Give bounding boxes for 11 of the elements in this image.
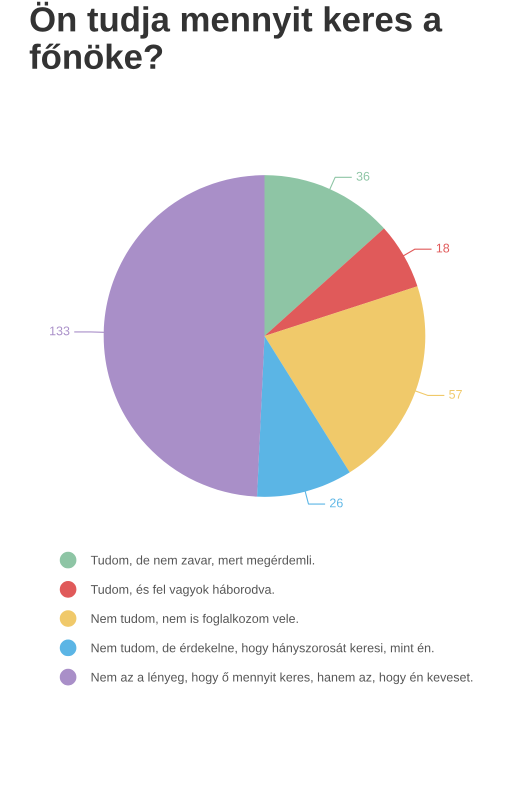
legend-label: Nem az a lényeg, hogy ő mennyit keres, hanem az, hogy én keveset. [92, 672, 472, 684]
legend-label: Nem tudom, nem is foglalkozom vele. [92, 614, 298, 626]
data-label: 36 [356, 172, 370, 181]
data-label: 57 [449, 390, 462, 399]
legend-label: Tudom, és fel vagyok háborodva. [90, 584, 274, 596]
data-label: 18 [436, 244, 450, 253]
legend-label: Nem tudom, de érdekelne, hogy hányszorosát keresi, mint én. [92, 643, 434, 655]
data-label: 26 [330, 498, 343, 508]
chart-title: Ön tudja mennyit keres a főnöke? [30, 2, 442, 70]
legend-label: Tudom, de nem zavar, mert megérdemli. [90, 555, 314, 568]
data-label: 133 [50, 326, 70, 336]
